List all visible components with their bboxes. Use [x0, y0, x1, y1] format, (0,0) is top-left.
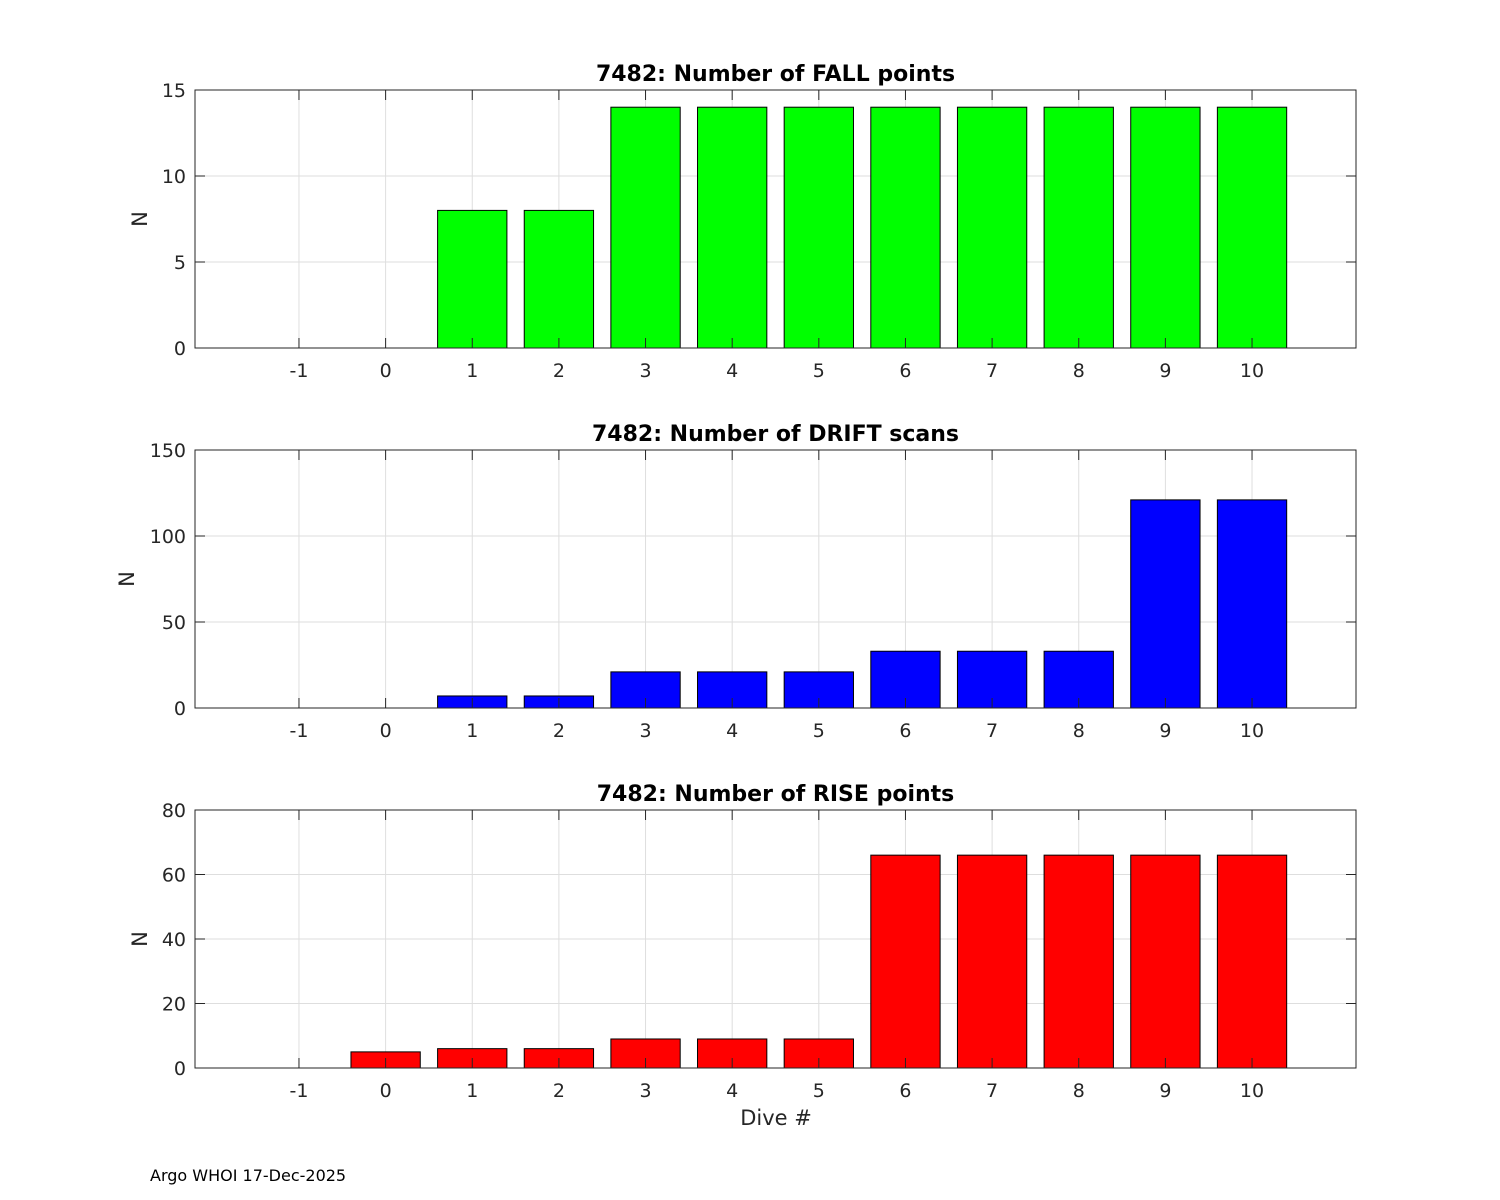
fall-bar-dive-9: [1130, 106, 1201, 349]
rise-x-tick-label: 6: [899, 1080, 911, 1102]
drift-x-tick-label: 7: [986, 720, 998, 742]
fall-chart-title: 7482: Number of FALL points: [596, 62, 955, 87]
fall-chart: -1 0 1 2 3 4 5 6 7 8 9 10 0 5 10 15 7482: Number of FALL…: [128, 62, 1357, 382]
fall-y-tick-label: 10: [162, 166, 186, 188]
rise-y-tick-label: 0: [174, 1058, 186, 1080]
drift-x-tick-label: 5: [813, 720, 825, 742]
drift-x-tick-label: 9: [1159, 720, 1171, 742]
rise-x-axis-label: Dive #: [740, 1106, 812, 1130]
rise-x-tick-label: 7: [986, 1080, 998, 1102]
rise-y-tick-label: 20: [162, 994, 186, 1016]
drift-bar-dive-9: [1130, 499, 1201, 709]
fall-axes-box: [194, 89, 1357, 349]
drift-axes-box: [194, 449, 1357, 709]
rise-x-tick-label: 0: [380, 1080, 392, 1102]
rise-bar-dive-7: [956, 854, 1028, 1069]
rise-bar-dive-8: [1043, 854, 1114, 1069]
rise-x-tick-label: 9: [1159, 1080, 1171, 1102]
rise-x-tick-label: 4: [726, 1080, 738, 1102]
drift-x-tick-label: -1: [289, 720, 308, 742]
fall-y-tick-label: 15: [162, 80, 186, 102]
rise-bar-dive-6: [870, 854, 941, 1069]
drift-y-tick-label: 100: [150, 526, 186, 548]
rise-chart-title: 7482: Number of RISE points: [597, 782, 955, 807]
rise-x-tick-label: 1: [466, 1080, 478, 1102]
rise-y-tick-label: 60: [162, 865, 186, 887]
drift-x-tick-label: 3: [639, 720, 651, 742]
fall-bar-dive-10: [1216, 106, 1288, 349]
fall-y-tick-label: 0: [174, 338, 186, 360]
fall-x-tick-label: 7: [986, 360, 998, 382]
fall-x-tick-label: 4: [726, 360, 738, 382]
drift-x-tick-label: 10: [1240, 720, 1264, 742]
drift-y-tick-label: 0: [174, 698, 186, 720]
rise-y-tick-label: 40: [162, 929, 186, 951]
fall-bar-dive-2: [523, 209, 595, 349]
fall-x-tick-label: 10: [1240, 360, 1264, 382]
fall-x-tick-label: 1: [466, 360, 478, 382]
rise-bar-dive-10: [1216, 854, 1288, 1069]
rise-bar-dive-9: [1130, 854, 1201, 1069]
rise-y-tick-label: 80: [162, 800, 186, 822]
rise-x-tick-label: 2: [553, 1080, 565, 1102]
fall-x-tick-label: 5: [813, 360, 825, 382]
fall-x-tick-label: 3: [639, 360, 651, 382]
drift-y-axis-label: N: [115, 571, 139, 587]
drift-y-tick-label: 150: [150, 440, 186, 462]
fall-bar-dive-8: [1043, 106, 1114, 349]
rise-x-tick-label: 5: [813, 1080, 825, 1102]
rise-x-tick-label: 3: [639, 1080, 651, 1102]
rise-x-tick-label: 8: [1073, 1080, 1085, 1102]
drift-x-tick-label: 0: [380, 720, 392, 742]
fall-x-tick-label: 0: [380, 360, 392, 382]
footer-credit: Argo WHOI 17-Dec-2025: [150, 1166, 347, 1185]
fall-y-axis-label: N: [128, 211, 152, 227]
drift-x-tick-label: 2: [553, 720, 565, 742]
fall-bar-dive-5: [783, 106, 854, 349]
fall-x-tick-label: -1: [289, 360, 308, 382]
fall-bar-dive-3: [610, 106, 681, 349]
fall-bar-dive-6: [870, 106, 941, 349]
rise-x-tick-label: -1: [289, 1080, 308, 1102]
fall-x-tick-label: 8: [1073, 360, 1085, 382]
fall-x-tick-label: 2: [553, 360, 565, 382]
fall-x-tick-label: 6: [899, 360, 911, 382]
drift-x-tick-label: 6: [899, 720, 911, 742]
drift-y-tick-label: 50: [162, 612, 186, 634]
fall-bar-dive-4: [697, 106, 768, 349]
drift-x-tick-label: 4: [726, 720, 738, 742]
drift-x-tick-label: 8: [1073, 720, 1085, 742]
fall-x-tick-label: 9: [1159, 360, 1171, 382]
rise-y-axis-label: N: [128, 931, 152, 947]
drift-bar-dive-10: [1216, 499, 1288, 709]
fall-bar-dive-1: [437, 209, 508, 349]
drift-chart-title: 7482: Number of DRIFT scans: [592, 422, 959, 447]
fall-bar-dive-7: [956, 106, 1028, 349]
fall-y-tick-label: 5: [174, 252, 186, 274]
drift-x-tick-label: 1: [466, 720, 478, 742]
rise-chart: -1 0 1 2 3 4 5 6 7 8 9 10 0 20 40 60 80 7482: Number of R…: [128, 782, 1357, 1130]
rise-x-tick-label: 10: [1240, 1080, 1264, 1102]
